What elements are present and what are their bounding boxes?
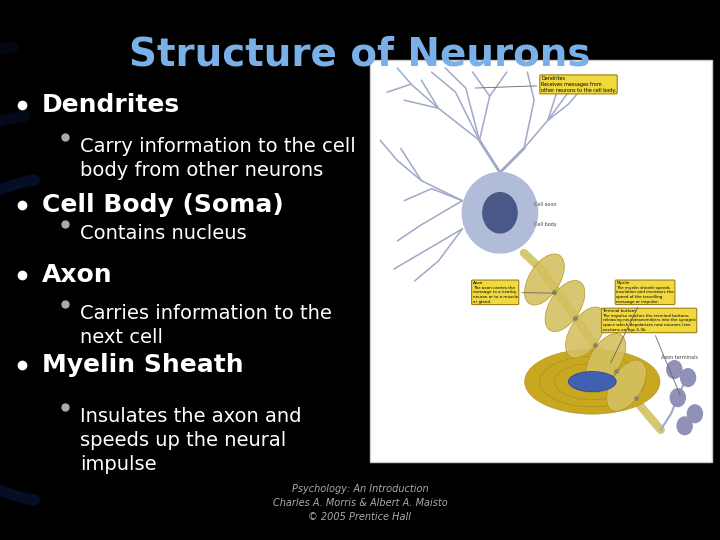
Ellipse shape [525, 254, 564, 305]
Text: Terminal buttons
The impulse reaches the terminal buttons,
releasing neurotransm: Terminal buttons The impulse reaches the… [603, 309, 696, 395]
Text: Contains nucleus: Contains nucleus [80, 224, 247, 243]
Text: Psychology: An Introduction
Charles A. Morris & Albert A. Maisto
© 2005 Prentice: Psychology: An Introduction Charles A. M… [273, 484, 447, 522]
Text: Dendrites
Receives messages from
other neurons to the cell body.: Dendrites Receives messages from other n… [475, 76, 616, 93]
Text: Dendrites: Dendrites [42, 93, 180, 117]
Ellipse shape [539, 356, 645, 407]
Text: Myelin
The myelin sheath speeds
insulation and increases the
speed of the travel: Myelin The myelin sheath speeds insulati… [611, 281, 674, 363]
Text: Insulates the axon and
speeds up the neural
impulse: Insulates the axon and speeds up the neu… [80, 407, 302, 475]
Ellipse shape [483, 193, 517, 233]
Text: Cell axon: Cell axon [534, 202, 557, 207]
Text: Carry information to the cell
body from other neurons: Carry information to the cell body from … [80, 137, 356, 180]
Ellipse shape [566, 307, 606, 358]
Circle shape [680, 369, 696, 387]
Ellipse shape [607, 360, 647, 411]
Circle shape [670, 389, 685, 407]
Ellipse shape [568, 372, 616, 392]
Ellipse shape [570, 371, 615, 393]
Text: Axon terminals: Axon terminals [661, 355, 698, 360]
Ellipse shape [545, 280, 585, 332]
Text: Cell Body (Soma): Cell Body (Soma) [42, 193, 284, 217]
Text: Cell body: Cell body [534, 222, 557, 227]
Ellipse shape [586, 334, 626, 384]
Ellipse shape [554, 363, 630, 400]
Text: Axon
The axon carries the
message to a nearby
neuron or to a muscle
or gland.: Axon The axon carries the message to a n… [472, 281, 555, 303]
Circle shape [677, 417, 692, 435]
Circle shape [688, 405, 703, 423]
Text: Carries information to the
next cell: Carries information to the next cell [80, 304, 332, 347]
Text: Structure of Neurons: Structure of Neurons [130, 35, 590, 73]
Ellipse shape [525, 349, 660, 414]
Bar [370, 60, 712, 462]
Text: Myelin Sheath: Myelin Sheath [42, 353, 243, 377]
Ellipse shape [462, 173, 538, 253]
Circle shape [667, 361, 682, 379]
Text: Axon: Axon [42, 263, 112, 287]
